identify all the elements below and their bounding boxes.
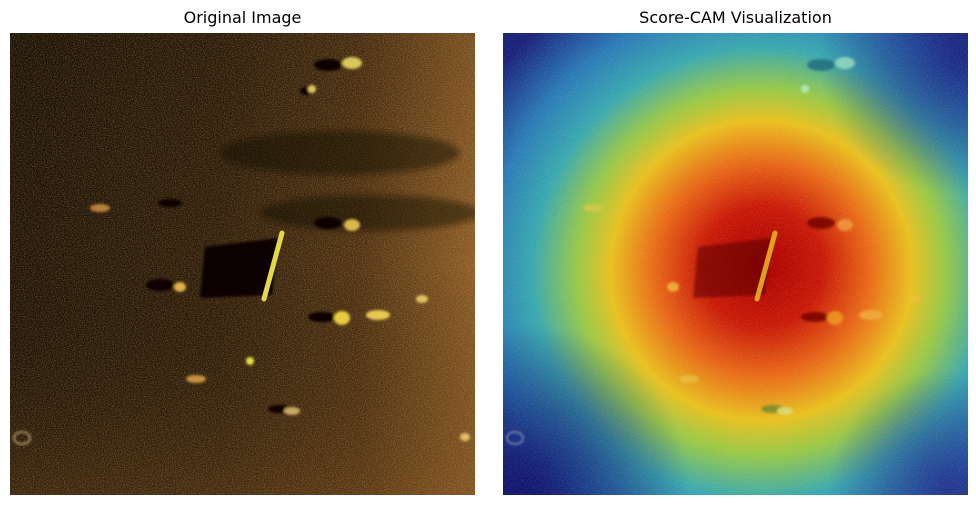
original-image-title: Original Image: [183, 8, 302, 27]
target-object: [200, 230, 285, 302]
target-object-overlay: [693, 230, 778, 302]
score-cam-heatmap-image: [503, 33, 968, 495]
original-sonar-image: [10, 33, 475, 495]
score-cam-title: Score-CAM Visualization: [639, 8, 832, 27]
